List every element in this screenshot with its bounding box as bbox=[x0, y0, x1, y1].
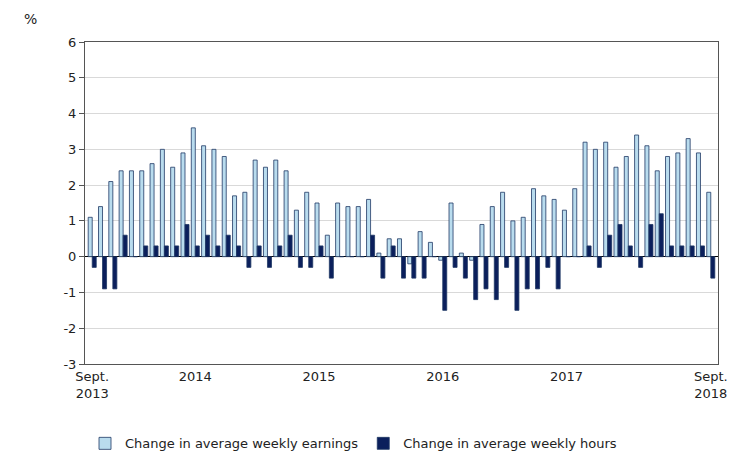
svg-text:Sept.2018: Sept.2018 bbox=[694, 369, 728, 401]
svg-text:2017: 2017 bbox=[550, 369, 583, 384]
svg-text:2016: 2016 bbox=[426, 369, 459, 384]
svg-text:1: 1 bbox=[68, 213, 76, 228]
svg-text:-1: -1 bbox=[63, 285, 76, 300]
svg-text:Change in average weekly earni: Change in average weekly earnings bbox=[125, 436, 358, 451]
svg-text:2: 2 bbox=[68, 178, 76, 193]
svg-text:0: 0 bbox=[68, 249, 76, 264]
svg-text:6: 6 bbox=[68, 35, 76, 50]
svg-text:Change in average weekly hours: Change in average weekly hours bbox=[403, 436, 617, 451]
svg-text:%: % bbox=[24, 11, 37, 27]
svg-text:-2: -2 bbox=[63, 321, 76, 336]
svg-text:2014: 2014 bbox=[179, 369, 212, 384]
svg-text:-3: -3 bbox=[63, 357, 76, 372]
svg-text:4: 4 bbox=[68, 106, 76, 121]
svg-text:5: 5 bbox=[68, 70, 76, 85]
svg-text:Sept.2013: Sept.2013 bbox=[75, 369, 109, 401]
svg-text:3: 3 bbox=[68, 142, 76, 157]
svg-text:2015: 2015 bbox=[302, 369, 335, 384]
